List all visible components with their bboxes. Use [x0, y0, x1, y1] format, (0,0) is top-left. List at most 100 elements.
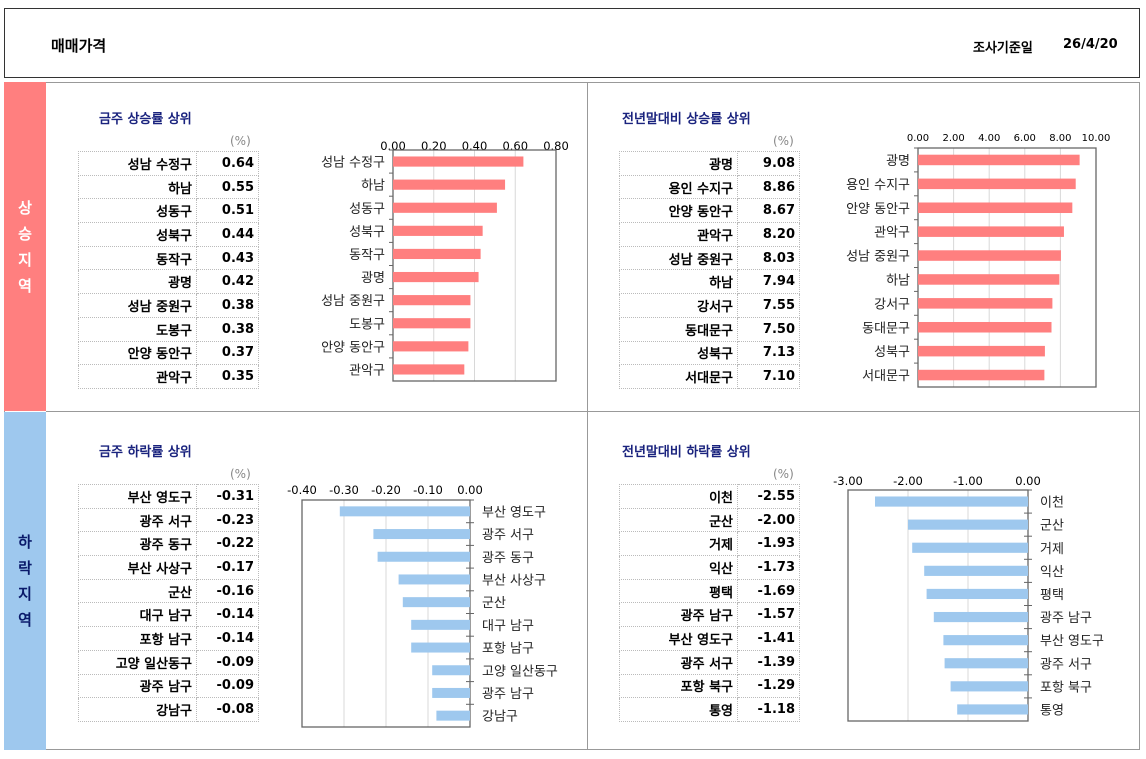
bar [432, 665, 470, 676]
table-row: 성북구 7.13 [619, 340, 800, 366]
survey-date-label: 조사기준일 [973, 41, 1033, 56]
rate-cell: 7.94 [737, 269, 800, 295]
region-cell: 성남 중원구 [619, 245, 738, 271]
category-label: 성북구 [874, 345, 910, 360]
bar [908, 519, 1028, 530]
tick-label: -3.00 [833, 474, 863, 488]
bar [393, 295, 471, 306]
fall-char: 지 [18, 585, 32, 603]
rate-cell: 7.10 [737, 364, 800, 389]
category-label: 광주 남구 [1040, 611, 1092, 626]
divider [587, 82, 588, 750]
rate-cell: 8.67 [737, 198, 800, 224]
ranking-table: 이천 -2.55 군산 -2.00 거제 -1.93 익산 -1.73 평택 -1.69 광주 남구… [619, 484, 800, 722]
region-cell: 포항 남구 [78, 626, 197, 651]
panel-title: 금주 상승률 상위 [99, 112, 192, 127]
region-cell: 대구 남구 [78, 602, 197, 628]
bar [411, 642, 470, 653]
rate-cell: -1.73 [737, 555, 800, 580]
rate-cell: 0.38 [196, 316, 259, 342]
category-label: 부산 영도구 [482, 505, 546, 520]
table-row: 도봉구 0.38 [78, 316, 259, 342]
panel-title: 전년말대비 상승률 상위 [622, 112, 751, 127]
rate-cell: 7.55 [737, 293, 800, 318]
rate-cell: -0.23 [196, 507, 259, 533]
tick-label: 2.00 [942, 133, 964, 144]
tick-label: 4.00 [978, 133, 1000, 144]
rate-cell: -1.18 [737, 697, 800, 722]
unit-label: (%) [230, 134, 251, 148]
region-cell: 광명 [619, 151, 738, 176]
table-row: 군산 -0.16 [78, 578, 259, 604]
region-cell: 강남구 [78, 697, 197, 722]
category-label: 통영 [1040, 703, 1064, 718]
category-label: 군산 [482, 596, 506, 611]
bar [957, 704, 1028, 715]
bar [393, 341, 469, 352]
tick-label: 0.00 [457, 483, 483, 497]
region-cell: 광주 서구 [619, 649, 738, 675]
rate-cell: -1.57 [737, 602, 800, 628]
bar [339, 506, 470, 517]
region-cell: 성북구 [619, 340, 738, 366]
fall-char: 락 [18, 559, 32, 577]
table-row: 포항 남구 -0.14 [78, 626, 259, 651]
rate-cell: 0.51 [196, 198, 259, 224]
table-row: 관악구 0.35 [78, 364, 259, 389]
rate-cell: -0.08 [196, 697, 259, 722]
region-cell: 거제 [619, 531, 738, 557]
table-row: 광주 서구 -0.23 [78, 507, 259, 533]
table-row: 관악구 8.20 [619, 222, 800, 247]
category-label: 군산 [1040, 519, 1064, 534]
category-label: 고양 일산동구 [482, 664, 558, 679]
table-row: 성동구 0.51 [78, 198, 259, 224]
category-label: 성동구 [349, 202, 385, 217]
table-row: 동작구 0.43 [78, 245, 259, 271]
bar [436, 710, 470, 721]
rate-cell: -0.14 [196, 602, 259, 628]
tick-label: 0.00 [1015, 474, 1041, 488]
unit-label: (%) [230, 467, 251, 481]
category-label: 광명 [361, 271, 385, 286]
bar [402, 597, 470, 608]
table-row: 부산 영도구 -0.31 [78, 484, 259, 509]
category-label: 안양 동안구 [846, 202, 910, 217]
bar [377, 551, 470, 562]
region-cell: 도봉구 [78, 316, 197, 342]
region-cell: 통영 [619, 697, 738, 722]
category-label: 하남 [886, 273, 910, 288]
bar [393, 225, 483, 236]
table-row: 광주 남구 -0.09 [78, 673, 259, 699]
category-label: 도봉구 [349, 317, 385, 332]
bar [912, 542, 1028, 553]
ranking-table: 광명 9.08 용인 수지구 8.86 안양 동안구 8.67 관악구 8.20 성남 중원구 8… [619, 151, 800, 389]
category-label: 광주 남구 [482, 687, 534, 702]
table-row: 안양 동안구 8.67 [619, 198, 800, 224]
tick-label: 0.00 [907, 133, 929, 144]
category-label: 관악구 [349, 363, 385, 378]
bar [373, 529, 470, 540]
rate-cell: -1.41 [737, 626, 800, 651]
category-label: 부산 사상구 [482, 573, 546, 588]
table-row: 광주 남구 -1.57 [619, 602, 800, 628]
rate-cell: -0.22 [196, 531, 259, 557]
divider [46, 411, 1140, 412]
rate-cell: -1.39 [737, 649, 800, 675]
table-row: 대구 남구 -0.14 [78, 602, 259, 628]
survey-date-value: 26/4/20 [1063, 37, 1118, 52]
category-label: 동대문구 [862, 321, 910, 336]
bar [918, 250, 1061, 261]
region-cell: 관악구 [78, 364, 197, 389]
bar [393, 179, 506, 190]
region-cell: 성남 중원구 [78, 293, 197, 318]
region-cell: 성동구 [78, 198, 197, 224]
region-cell: 강서구 [619, 293, 738, 318]
tick-label: -1.00 [953, 474, 983, 488]
rate-cell: 7.50 [737, 316, 800, 342]
bar [950, 681, 1028, 692]
bar [398, 574, 470, 585]
category-label: 부산 영도구 [1040, 634, 1104, 649]
table-row: 하남 0.55 [78, 174, 259, 200]
